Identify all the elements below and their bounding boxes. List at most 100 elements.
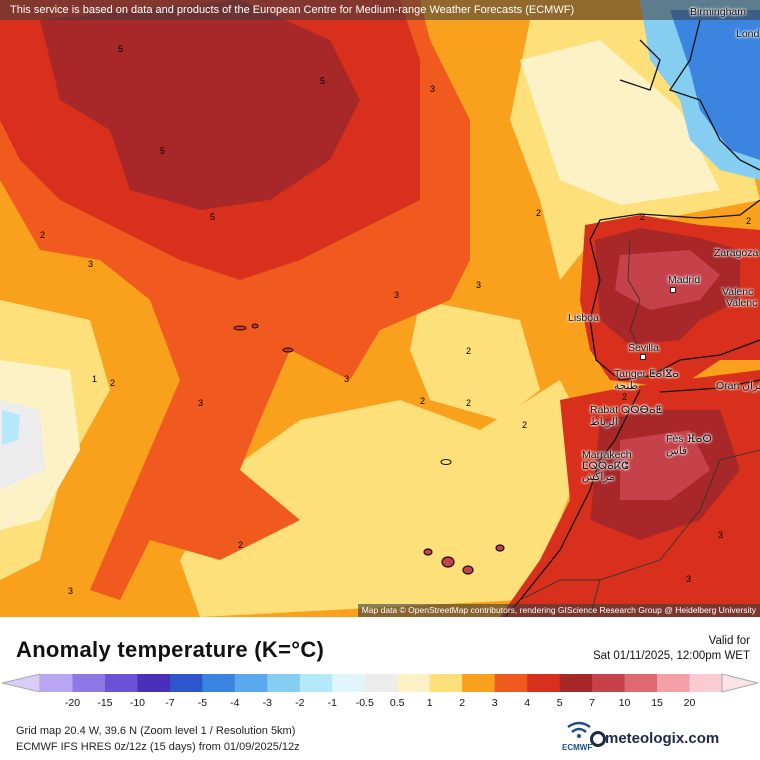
scale-color-bin	[657, 674, 691, 692]
scale-tick-label: 2	[459, 697, 466, 709]
city-label-marrakech: Marrakech ⵎⵕⵕⴰⴽⵛ مراكش	[582, 449, 632, 483]
madeira-islands	[440, 459, 452, 465]
iberia-center-area	[615, 250, 720, 310]
legend-panel: Anomaly temperature (K=°C) Valid for Sat…	[0, 617, 760, 760]
scale-color-bin	[429, 674, 463, 692]
valid-for-datetime[interactable]: Sat 01/11/2025, 12:00pm WET	[592, 650, 750, 662]
contour-label: 2	[420, 396, 426, 406]
color-scale-bar	[1, 673, 759, 693]
contour-label: 1	[92, 374, 98, 384]
scale-color-bin	[40, 674, 73, 692]
scale-color-bin	[462, 674, 496, 692]
contour-label: 2	[622, 392, 628, 402]
scale-tick-label: 20	[683, 697, 696, 709]
contour-label: 5	[160, 146, 166, 156]
contour-label: 2	[466, 398, 472, 408]
city-label-rabat: Rabat ⵕⵕⴱⴰⵟ الرباط	[590, 404, 663, 428]
scale-tick-label: -15	[97, 697, 113, 709]
scale-tick-label: -5	[197, 697, 208, 709]
scale-tick-label: 3	[491, 697, 498, 709]
scale-tick-label: -2	[295, 697, 305, 709]
scale-color-bin	[202, 674, 236, 692]
contour-label: 3	[198, 398, 204, 408]
contour-label: 5	[118, 44, 124, 54]
page-title: Anomaly temperature (K=°C)	[16, 637, 325, 662]
scale-tick-label: 10	[618, 697, 631, 709]
contour-label: 3	[476, 280, 482, 290]
ecmwf-logo-text: ECMWF	[562, 743, 593, 752]
meteologix-brand[interactable]: meteologix.com	[605, 730, 720, 747]
contour-label: 2	[522, 420, 528, 430]
scale-tick-label: -20	[64, 697, 81, 709]
canary-islands	[423, 544, 505, 575]
morocco-atlas-area	[620, 430, 710, 500]
city-label-valencia: Valenc	[722, 286, 754, 298]
contour-label: 3	[430, 84, 436, 94]
scale-tick-label: -0.5	[355, 697, 374, 709]
city-label-madrid: Madrid	[668, 274, 701, 286]
anomaly-temperature-map[interactable]	[0, 0, 760, 617]
contour-label: 5	[320, 76, 326, 86]
coastlines	[504, 19, 760, 617]
anomaly-zone-1-north	[520, 40, 720, 205]
scale-color-bin	[689, 674, 723, 692]
scale-color-bin	[624, 674, 658, 692]
city-label-london: Lond	[736, 28, 760, 40]
scale-color-bin	[527, 674, 561, 692]
scale-color-bin	[592, 674, 626, 692]
ecmwf-notice: This service is based on data and produc…	[0, 0, 760, 20]
scale-tick-label: 4	[524, 697, 531, 709]
city-label-lisboa: Lisboa	[568, 312, 599, 324]
scale-color-bin	[332, 674, 366, 692]
contour-label: 2	[110, 378, 116, 388]
city-label-birmingham: Birmingham	[690, 6, 747, 18]
scale-color-bin	[137, 674, 171, 692]
contour-label: 2	[40, 230, 46, 240]
city-label-tanger: Tanger ⵟⴰⵏⴵⴰ طنجة	[614, 368, 679, 392]
contour-label: 2	[238, 540, 244, 550]
scale-tick-label: -7	[165, 697, 175, 709]
city-label-fes: Fès ⴼⴰⵙ فاس	[666, 433, 712, 457]
scale-color-bin	[169, 674, 203, 692]
contour-label: 2	[536, 208, 542, 218]
scale-color-bin	[494, 674, 528, 692]
city-label-zaragoza: Zaragoza	[714, 247, 759, 259]
valid-for-label: Valid for	[708, 635, 750, 647]
city-label-sevilla: Sevilla	[628, 342, 659, 354]
country-borders	[519, 239, 760, 617]
scale-color-bin	[104, 674, 138, 692]
grid-info: Grid map 20.4 W, 39.6 N (Zoom level 1 / …	[16, 725, 296, 737]
scale-color-bin	[72, 674, 106, 692]
scale-color-bin	[364, 674, 398, 692]
scale-min-arrow	[1, 673, 41, 693]
scale-color-bin	[397, 674, 431, 692]
contour-label: 3	[68, 586, 74, 596]
scale-tick-label: -4	[230, 697, 240, 709]
anomaly-zone-neg-west	[2, 410, 20, 445]
contour-label: 5	[210, 212, 216, 222]
city-marker-sevilla	[640, 354, 646, 360]
map-attribution[interactable]: Map data © OpenStreetMap contributors, r…	[357, 604, 760, 617]
contour-label: 3	[686, 574, 692, 584]
map-canvas	[0, 0, 760, 617]
contour-label: 3	[88, 259, 94, 269]
ecmwf-logo-icon	[567, 721, 591, 738]
scale-color-bin	[267, 674, 301, 692]
city-label-valencia-2: Valenc	[726, 297, 758, 309]
anomaly-zone-2-south	[180, 380, 590, 617]
contour-label: 3	[718, 530, 724, 540]
scale-color-bin	[234, 674, 268, 692]
city-marker-madrid	[670, 287, 676, 293]
scale-max-arrow	[721, 673, 759, 693]
anomaly-zone-7	[40, 0, 360, 210]
scale-tick-label: -10	[129, 697, 146, 709]
contour-label: 3	[394, 290, 400, 300]
contour-label: 2	[466, 346, 472, 356]
anomaly-zone-2-mid	[410, 300, 540, 420]
scale-tick-label: 0.5	[389, 697, 405, 709]
scale-color-bin	[559, 674, 593, 692]
scale-tick-label: 15	[651, 697, 663, 709]
contour-label: 3	[344, 374, 350, 384]
contour-label: 2	[640, 212, 646, 222]
scale-color-bin	[299, 674, 333, 692]
